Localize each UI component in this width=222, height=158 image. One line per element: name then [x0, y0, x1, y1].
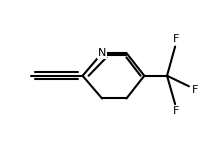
Text: F: F	[173, 34, 179, 44]
Text: F: F	[173, 106, 179, 116]
Text: N: N	[98, 48, 106, 58]
Text: F: F	[191, 85, 198, 94]
